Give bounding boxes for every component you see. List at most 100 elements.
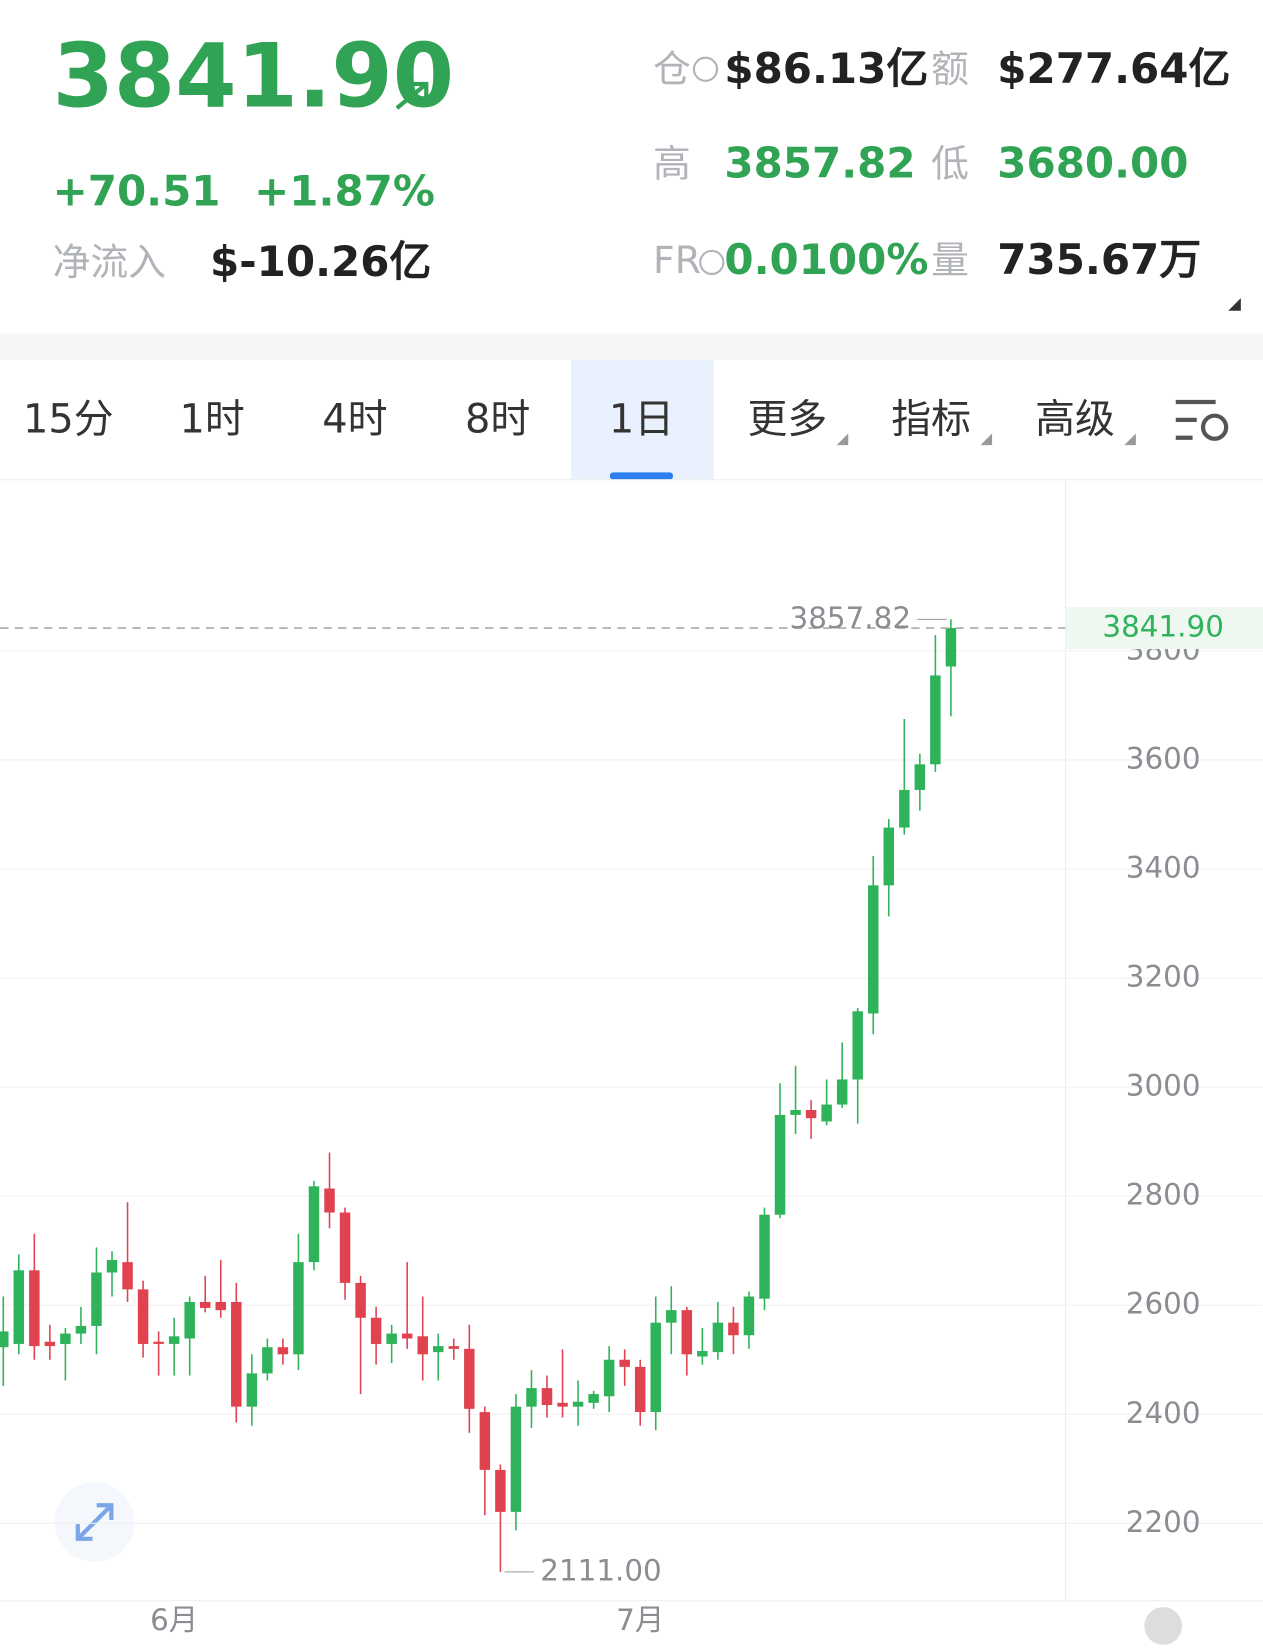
last-price-label: 3841.90 — [1102, 610, 1223, 644]
candle-body — [0, 1331, 9, 1348]
tab[interactable]: 1日 — [609, 396, 674, 442]
y-tick-label: 2600 — [1126, 1287, 1201, 1321]
candle-body — [572, 1401, 584, 1407]
candle-body — [75, 1325, 87, 1334]
candle-body — [945, 628, 957, 667]
candle-body — [293, 1262, 304, 1355]
candle-body — [122, 1262, 133, 1290]
candle-body — [805, 1110, 817, 1119]
candle-body — [137, 1289, 149, 1344]
candle-body — [215, 1301, 227, 1311]
candle-body — [603, 1359, 615, 1397]
candle-body — [666, 1310, 677, 1323]
candle-body — [464, 1348, 475, 1409]
candle-body — [495, 1469, 506, 1512]
y-tick-label: 3200 — [1126, 960, 1201, 994]
price: 3841.90 — [53, 24, 455, 127]
candle-body — [634, 1366, 646, 1413]
candle-body — [697, 1351, 708, 1357]
candle-body — [557, 1402, 568, 1407]
k-button[interactable] — [1144, 1607, 1183, 1645]
change-pct: +1.87% — [254, 167, 435, 216]
candle-body — [246, 1373, 258, 1407]
candle-body — [526, 1388, 537, 1407]
candle-body — [914, 764, 926, 790]
stat-value: $277.64亿 — [997, 44, 1230, 93]
candle-body — [199, 1301, 211, 1308]
y-tick-label: 3600 — [1126, 741, 1201, 775]
expand-corner[interactable] — [1228, 298, 1241, 311]
candle-body — [899, 789, 910, 828]
candle-body — [619, 1359, 630, 1367]
candle-body — [510, 1406, 522, 1512]
candle-body — [401, 1333, 413, 1339]
candle-body — [712, 1322, 724, 1353]
last-price-tag — [1065, 607, 1263, 650]
candle-body — [852, 1011, 863, 1080]
stat-label: FR — [653, 238, 701, 282]
candle-body — [541, 1388, 553, 1406]
stat-value: 0.0100% — [724, 235, 928, 284]
candle-body — [650, 1322, 661, 1413]
stat-label: 量 — [931, 238, 969, 282]
tab[interactable]: 指标 — [891, 396, 971, 442]
net-inflow-label: 净流入 — [53, 240, 166, 284]
candle-body — [790, 1110, 801, 1115]
annotation: 3857.82 — [790, 601, 911, 635]
candle-body — [479, 1412, 491, 1470]
stat-label: 额 — [931, 47, 969, 91]
candle-body — [588, 1394, 599, 1403]
tab[interactable]: 15分 — [23, 396, 114, 442]
stat-label: 低 — [931, 141, 969, 185]
change: +70.51 — [53, 167, 221, 216]
tab-indicator — [609, 472, 673, 480]
stat-label: 仓 — [653, 47, 691, 91]
candle-body — [277, 1347, 289, 1355]
candle-body — [681, 1310, 693, 1355]
up-arrow — [395, 81, 429, 110]
settings-icon[interactable] — [1175, 399, 1229, 441]
y-tick-label: 2400 — [1126, 1396, 1201, 1430]
stat-label: 高 — [653, 141, 691, 185]
candle-body — [867, 885, 879, 1014]
x-tick-label: 7月 — [616, 1603, 664, 1637]
candle-body — [417, 1336, 428, 1355]
tab[interactable]: 高级 — [1035, 396, 1115, 442]
fullscreen-icon — [75, 1503, 114, 1541]
y-tick-label: 2800 — [1126, 1178, 1201, 1212]
candle-body — [339, 1212, 351, 1283]
stat-value: $86.13亿 — [724, 44, 928, 93]
tab-selected-bg — [571, 360, 714, 480]
separator — [0, 333, 1263, 361]
candle-body — [91, 1272, 102, 1326]
candle-body — [836, 1079, 848, 1105]
candle-body — [433, 1346, 444, 1353]
candle-body — [728, 1322, 739, 1336]
stat-value: 3680.00 — [997, 138, 1188, 187]
candle-body — [231, 1301, 242, 1407]
candle-body — [821, 1104, 832, 1122]
tab[interactable]: 8时 — [465, 396, 530, 442]
tab[interactable]: 更多 — [747, 396, 827, 442]
candle-body — [184, 1301, 195, 1339]
y-tick-label: 3000 — [1126, 1069, 1201, 1103]
stat-value: 735.67万 — [997, 235, 1201, 284]
candle-body — [370, 1317, 382, 1344]
candle-body — [386, 1333, 397, 1344]
help-icon[interactable] — [692, 56, 719, 82]
candle-body — [153, 1341, 164, 1344]
tab[interactable]: 4时 — [322, 396, 387, 442]
stat-value: 3857.82 — [724, 138, 915, 187]
tab[interactable]: 1时 — [180, 396, 245, 442]
candle-body — [106, 1259, 118, 1273]
candle-body — [60, 1333, 71, 1344]
candle-body — [308, 1186, 320, 1263]
help-icon[interactable] — [699, 249, 725, 276]
candle-body — [883, 827, 895, 886]
candle-body — [13, 1270, 25, 1344]
candle-body — [774, 1114, 786, 1215]
net-inflow: $-10.26亿 — [210, 237, 431, 286]
candle-body — [355, 1282, 366, 1318]
